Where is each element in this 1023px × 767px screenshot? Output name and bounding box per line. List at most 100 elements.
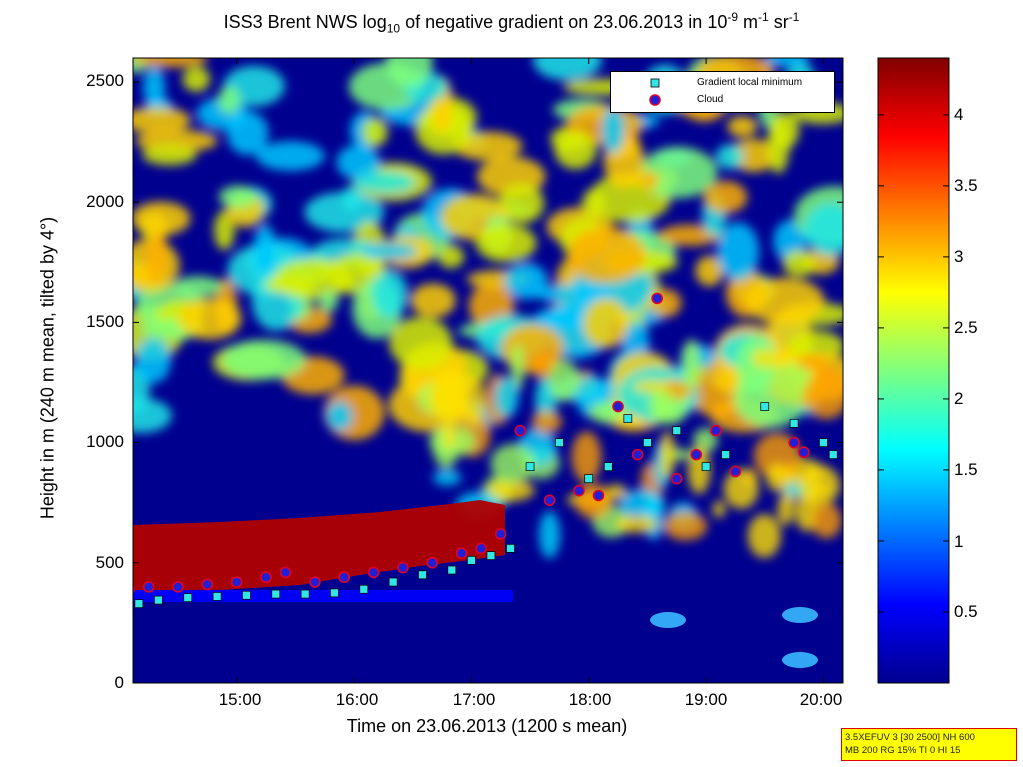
- gradient-min-marker: [760, 402, 770, 411]
- heatmap-blobs: [133, 58, 843, 559]
- heatmap-blob: [811, 502, 842, 539]
- heatmap-blob: [615, 515, 658, 533]
- heatmap-blob: [798, 465, 841, 506]
- heatmap-blob: [554, 130, 597, 170]
- y-tick-label: 2000: [86, 192, 124, 211]
- cloud-marker: [573, 484, 585, 497]
- cloud-marker: [729, 465, 742, 478]
- heatmap-blob: [133, 398, 172, 434]
- heatmap-blob: [767, 118, 790, 174]
- cloud-marker: [798, 446, 810, 459]
- heatmap-blob: [389, 317, 453, 369]
- heatmap-blob: [727, 115, 758, 138]
- cloud-marker: [230, 576, 243, 588]
- heatmap-blob: [744, 277, 825, 325]
- gradient-min-marker: [555, 438, 564, 447]
- y-tick-label: 0: [114, 673, 124, 692]
- heatmap-band: [133, 500, 505, 592]
- cloud-marker: [475, 542, 487, 555]
- heatmap-blob: [804, 203, 843, 256]
- heatmap-blob: [453, 131, 523, 161]
- gradient-min-marker: [183, 593, 193, 603]
- heatmap-blob: [782, 607, 818, 623]
- cloud-marker: [514, 424, 527, 437]
- y-axis-label: Height in m (240 m mean, tilted by 4°): [37, 216, 58, 520]
- heatmap-blob: [747, 513, 781, 558]
- gradient-min-marker: [721, 450, 730, 459]
- cloud-marker: [612, 400, 624, 413]
- heatmap-blob: [361, 243, 418, 260]
- legend-circle-marker: [649, 94, 661, 106]
- legend-square-marker: [650, 78, 660, 88]
- heatmap-blob: [638, 171, 660, 190]
- colorbar-tick-label: 3.5: [954, 176, 978, 195]
- heatmap-blob: [663, 511, 708, 541]
- settings-info-box: 3.5XEFUV 3 [30 2500] NH 600 MB 200 RG 15…: [841, 728, 1017, 761]
- heatmap-blob: [326, 401, 353, 431]
- heatmap-blob: [639, 147, 718, 199]
- x-tick-label: 19:00: [684, 690, 728, 709]
- heatmap-blob: [548, 359, 579, 402]
- heatmap-blob: [535, 284, 616, 304]
- y-tick-label: 1500: [86, 312, 124, 331]
- heatmap-blob: [142, 143, 197, 166]
- heatmap-blob: [177, 297, 242, 340]
- gradient-min-marker: [819, 438, 828, 447]
- colorbar: [877, 57, 950, 684]
- cloud-marker: [651, 292, 663, 305]
- colorbar-tick-label: 2: [954, 389, 964, 408]
- gradient-min-marker: [134, 599, 144, 609]
- cloud-marker: [426, 557, 439, 569]
- heatmap-blob: [766, 463, 790, 492]
- gradient-min-marker: [525, 462, 535, 472]
- cloud-marker: [788, 436, 800, 449]
- heatmap-blob: [681, 339, 702, 390]
- gradient-min-marker: [672, 426, 682, 435]
- heatmap-blob: [146, 227, 168, 286]
- heatmap-blob: [504, 262, 548, 300]
- heatmap-blob: [341, 185, 363, 212]
- x-axis-label: Time on 23.06.2013 (1200 s mean): [346, 716, 628, 736]
- x-tick-label: 20:00: [799, 690, 843, 709]
- x-tick-label: 17:00: [452, 690, 496, 709]
- cloud-marker: [279, 566, 292, 579]
- heatmap-blob: [490, 443, 535, 484]
- legend-entry-cloud: Cloud: [611, 93, 834, 107]
- heatmap-blob: [410, 283, 456, 318]
- x-tick-label: 18:00: [568, 690, 612, 709]
- y-tick-label: 2500: [86, 71, 124, 90]
- heatmap-blob: [712, 500, 726, 518]
- heatmap-blob: [531, 410, 563, 434]
- gradient-min-marker: [271, 589, 281, 599]
- heatmap-blob: [182, 66, 211, 92]
- heatmap-blob: [133, 106, 191, 134]
- cloud-marker: [338, 571, 351, 584]
- gradient-min-marker: [418, 570, 427, 580]
- heatmap-blob: [695, 255, 724, 287]
- y-tick-label: 1000: [86, 432, 124, 451]
- heatmap-blob: [336, 144, 381, 180]
- colorbar-tick-label: 4: [954, 105, 964, 124]
- heatmap-blob: [386, 58, 433, 89]
- heatmap-blob: [133, 201, 191, 236]
- gradient-min-marker: [623, 414, 633, 423]
- colorbar-tick-label: 1: [954, 532, 964, 551]
- cloud-marker: [592, 489, 605, 502]
- heatmap-blob: [723, 468, 759, 509]
- cloud-marker: [494, 528, 507, 540]
- cloud-marker: [172, 581, 184, 593]
- cloud-marker: [397, 561, 409, 574]
- gradient-min-marker: [486, 551, 496, 560]
- cloud-marker: [455, 547, 468, 559]
- heatmap-blob: [650, 612, 686, 628]
- cloud-marker: [631, 448, 644, 461]
- heatmap-blob: [803, 372, 843, 419]
- gradient-min-marker: [447, 565, 457, 575]
- plot-frame: [132, 57, 844, 684]
- y-tick-label: 500: [95, 553, 124, 572]
- gradient-min-marker: [154, 595, 163, 605]
- cloud-marker: [543, 494, 556, 507]
- cloud-marker: [142, 581, 155, 593]
- x-tick-label: 15:00: [218, 690, 262, 709]
